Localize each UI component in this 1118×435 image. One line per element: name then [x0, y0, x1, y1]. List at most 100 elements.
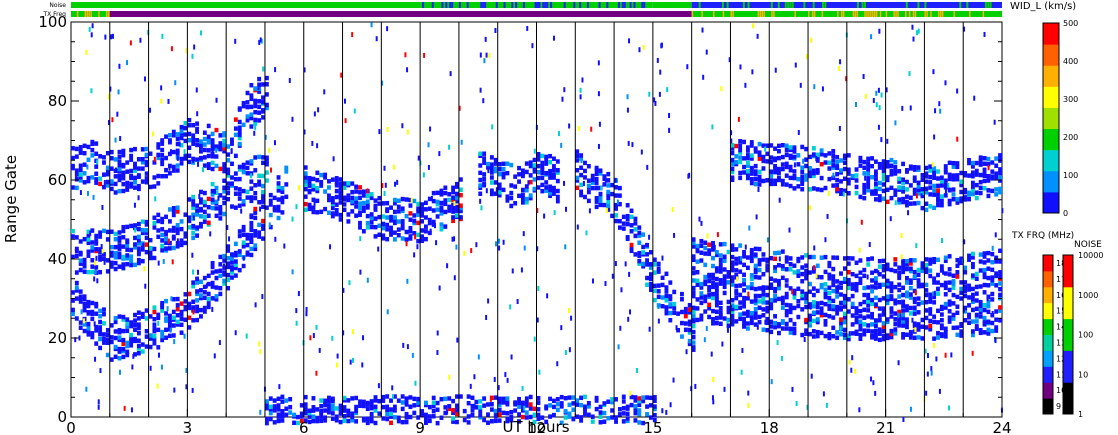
data-cell [195, 142, 200, 148]
data-cell [536, 151, 541, 157]
data-cell [386, 26, 389, 32]
data-cell [509, 190, 514, 196]
data-cell [524, 188, 529, 193]
data-cell [738, 150, 743, 155]
data-cell [241, 263, 246, 269]
data-cell [140, 166, 145, 171]
data-cell [443, 396, 448, 402]
data-cell [737, 116, 740, 122]
data-cell [276, 197, 281, 202]
data-cell [451, 410, 456, 416]
data-cell [606, 189, 611, 195]
data-cell [291, 116, 294, 122]
data-cell [377, 214, 382, 220]
data-cell [691, 305, 696, 311]
data-cell [766, 237, 769, 243]
colorbar-tick-label: 18 [1056, 259, 1066, 268]
data-cell [202, 130, 207, 135]
data-cell [226, 190, 231, 196]
txfreq-mark [866, 11, 868, 17]
data-cell [199, 288, 203, 293]
data-cell [191, 198, 196, 203]
data-cell [210, 200, 215, 205]
data-cell [652, 406, 657, 412]
data-cell [90, 139, 95, 145]
data-cell [307, 414, 312, 419]
data-cell [625, 203, 630, 208]
data-cell [742, 156, 746, 161]
data-cell [381, 233, 386, 238]
data-cell [264, 170, 269, 175]
data-cell [939, 178, 944, 184]
data-cell [901, 161, 906, 167]
data-cell [991, 310, 994, 316]
data-cell [648, 283, 653, 289]
data-cell [405, 241, 408, 247]
data-cell [133, 245, 137, 250]
data-cell [982, 178, 987, 184]
data-cell [726, 317, 731, 323]
data-cell [237, 141, 242, 147]
data-cell [350, 414, 355, 420]
data-cell [924, 348, 927, 354]
data-cell [202, 190, 207, 196]
data-cell [695, 259, 700, 264]
data-cell [354, 189, 359, 194]
data-cell [315, 418, 320, 424]
data-cell [831, 306, 836, 312]
data-cell [777, 155, 781, 161]
data-cell [291, 269, 294, 275]
colorbar-tick-label: 500 [1063, 19, 1078, 28]
data-cell [559, 401, 564, 406]
data-cell [866, 262, 871, 267]
data-cell [309, 335, 312, 341]
data-cell [385, 411, 390, 417]
data-cell [757, 169, 762, 175]
data-cell [730, 306, 735, 312]
data-cell [742, 304, 746, 309]
data-cell [303, 165, 308, 170]
data-cell [764, 319, 767, 325]
data-cell [924, 179, 929, 184]
data-cell [94, 238, 99, 243]
data-cell [986, 296, 989, 302]
colorbar-swatch [1043, 382, 1053, 399]
data-cell [583, 194, 587, 200]
data-cell [815, 329, 820, 335]
data-cell [610, 191, 615, 197]
data-cell [948, 405, 951, 411]
data-cell [338, 195, 343, 201]
data-cell [835, 255, 840, 260]
data-cell [720, 86, 723, 92]
data-cell [513, 174, 518, 179]
data-cell [920, 324, 925, 329]
data-cell [575, 185, 580, 191]
data-cell [963, 26, 966, 32]
data-cell [412, 218, 417, 224]
data-cell [233, 253, 238, 258]
data-cell [183, 121, 188, 126]
data-cell [920, 261, 925, 266]
data-cell [245, 171, 250, 176]
data-cell [408, 197, 413, 203]
data-cell [575, 178, 580, 183]
data-cell [478, 408, 483, 414]
data-cell [107, 94, 110, 100]
data-cell [439, 222, 444, 227]
data-cell [493, 157, 498, 163]
data-cell [353, 108, 356, 114]
data-cell [489, 191, 494, 197]
data-cell [889, 172, 894, 177]
data-cell [160, 85, 163, 91]
data-cell [749, 165, 754, 171]
data-cell [800, 307, 805, 312]
data-cell [633, 216, 638, 222]
data-cell [82, 257, 87, 263]
data-cell [959, 321, 964, 327]
data-cell [245, 165, 250, 171]
data-cell [912, 178, 917, 183]
data-cell [233, 132, 238, 138]
data-cell [862, 292, 867, 298]
data-cell [582, 180, 585, 186]
data-cell [121, 170, 126, 176]
